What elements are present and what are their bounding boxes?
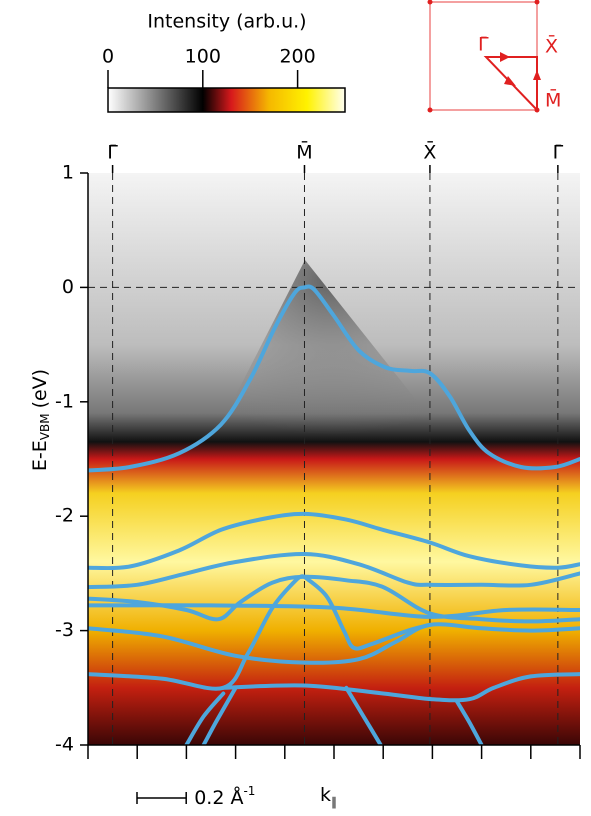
band-line — [184, 691, 226, 745]
y-tick-label: -4 — [55, 734, 74, 756]
band-line — [88, 603, 580, 619]
colorbar — [107, 87, 346, 113]
scale-label-sup: -1 — [243, 784, 255, 798]
x-axis-label: k∥ — [320, 784, 337, 809]
y-label-main: E-E — [29, 440, 51, 471]
y-label-unit: (eV) — [29, 369, 51, 409]
scale-label-main: 0.2 Å — [194, 786, 243, 809]
colorbar-tick-label: 100 — [185, 46, 221, 68]
y-tick-label: -2 — [55, 505, 74, 527]
m-label: M̄ — [545, 87, 561, 111]
colorbar-tick-label: 200 — [279, 46, 315, 68]
gamma-label: Γ̄ — [478, 34, 489, 56]
band-line — [88, 551, 580, 590]
colorbar-label: Intensity (arb.u.) — [147, 11, 306, 33]
colorbar-tick-label: 0 — [102, 46, 114, 68]
symmetry-label: X̄ — [423, 139, 436, 163]
k-path-arrows — [500, 52, 541, 86]
inset: Γ̄ X̄ M̄ — [427, 0, 561, 113]
plot — [88, 165, 580, 745]
symmetry-label: Γ̄ — [553, 142, 564, 164]
y-tick-label: -3 — [55, 619, 74, 641]
band-line — [88, 511, 580, 571]
scale-bar-label: 0.2 Å-1 — [194, 784, 255, 809]
band-line — [455, 699, 484, 745]
y-label-sub: VBM — [38, 413, 52, 440]
y-tick-label: -1 — [55, 390, 74, 412]
band-line — [221, 672, 580, 703]
band-line — [88, 284, 580, 473]
symmetry-label: M̄ — [296, 139, 312, 163]
y-axis-label: E-EVBM (eV) — [29, 369, 52, 471]
x-label: X̄ — [545, 33, 558, 57]
x-label-main: k — [320, 784, 331, 806]
x-label-sub: ∥ — [331, 795, 337, 809]
band-line — [201, 685, 238, 745]
zone-corner — [427, 107, 433, 113]
band-line — [88, 622, 580, 665]
symmetry-label: Γ̄ — [107, 142, 118, 164]
y-tick-label: 0 — [62, 276, 74, 298]
zone-corner — [427, 0, 433, 5]
band-line — [344, 685, 383, 745]
band-line — [302, 574, 432, 651]
y-tick-label: 1 — [62, 162, 74, 184]
band-line — [88, 574, 307, 691]
zone-corner — [534, 0, 540, 5]
